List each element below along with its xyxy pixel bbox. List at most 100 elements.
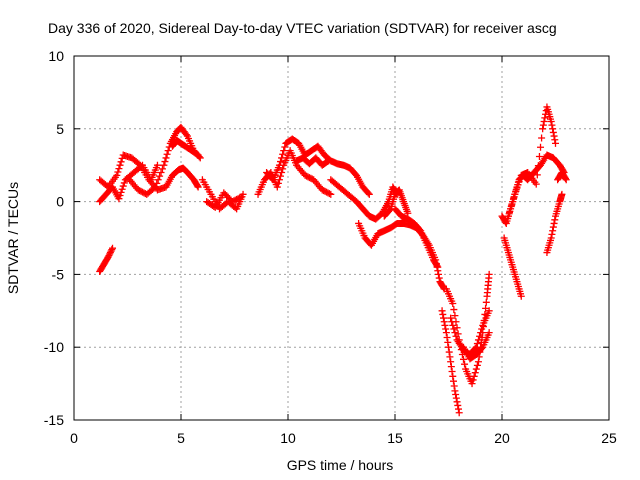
- data-point: [153, 179, 161, 187]
- data-point: [275, 176, 283, 184]
- data-point: [453, 398, 461, 406]
- data-point: [558, 190, 566, 198]
- data-point: [468, 380, 476, 388]
- data-point: [325, 190, 333, 198]
- data-point: [515, 178, 523, 186]
- data-point: [455, 409, 463, 417]
- data-point: [135, 160, 143, 168]
- x-tick-label: 5: [177, 430, 185, 446]
- data-point: [485, 307, 493, 315]
- data-point: [281, 143, 289, 151]
- data-point: [116, 192, 124, 200]
- data-point: [478, 344, 486, 352]
- data-point: [435, 274, 443, 282]
- data-point: [438, 307, 446, 315]
- data-point: [537, 143, 545, 151]
- data-point: [324, 158, 332, 166]
- data-point: [510, 194, 518, 202]
- series-d2: [442, 270, 493, 388]
- data-point: [538, 134, 546, 142]
- data-point: [509, 198, 517, 206]
- data-point: [273, 183, 281, 191]
- series-e2: [500, 234, 525, 300]
- data-point: [445, 343, 452, 351]
- x-tick-label: 15: [387, 430, 403, 446]
- data-point: [485, 270, 493, 278]
- data-point: [450, 325, 458, 333]
- series-a1: [96, 244, 117, 275]
- x-tick-label: 20: [494, 430, 510, 446]
- data-point: [511, 190, 519, 198]
- data-point: [474, 358, 482, 366]
- data-point: [562, 176, 570, 184]
- data-point: [547, 118, 555, 126]
- chart-title: Day 336 of 2020, Sidereal Day-to-day VTE…: [48, 20, 557, 36]
- data-point: [116, 161, 124, 169]
- data-point: [473, 361, 481, 369]
- data-point: [442, 325, 450, 333]
- data-point: [453, 324, 461, 332]
- data-point: [109, 244, 117, 252]
- data-point: [161, 158, 169, 166]
- data-point: [194, 151, 202, 159]
- data-point: [451, 329, 459, 337]
- data-point: [449, 321, 457, 329]
- series-c1: [355, 219, 448, 293]
- data-point: [237, 193, 245, 201]
- data-point: [442, 329, 450, 337]
- data-point: [551, 216, 559, 224]
- data-point: [552, 139, 559, 147]
- data-point: [452, 332, 460, 340]
- data-point: [471, 344, 479, 352]
- data-point: [476, 332, 484, 340]
- data-point: [154, 176, 162, 184]
- series-d1: [438, 307, 463, 417]
- data-point: [514, 181, 522, 189]
- data-point: [539, 121, 547, 129]
- data-point: [507, 205, 515, 213]
- series-b1: [254, 147, 335, 198]
- data-point: [551, 136, 559, 144]
- data-point: [549, 223, 557, 231]
- data-point: [182, 131, 190, 139]
- data-point: [440, 314, 448, 322]
- data-point: [439, 310, 447, 318]
- data-point: [156, 172, 164, 180]
- data-point: [516, 175, 524, 183]
- data-point: [535, 152, 543, 160]
- data-point: [448, 318, 456, 326]
- x-tick-label: 0: [70, 430, 78, 446]
- data-point: [470, 372, 478, 380]
- data-point: [513, 184, 521, 192]
- data-point: [365, 190, 373, 198]
- data-point: [441, 321, 449, 329]
- data-point: [435, 270, 443, 278]
- data-point: [469, 376, 477, 384]
- data-point: [452, 394, 460, 402]
- data-point: [517, 292, 525, 300]
- x-tick-label: 10: [280, 430, 296, 446]
- data-point: [278, 154, 286, 162]
- data-point: [120, 179, 128, 187]
- data-point: [547, 234, 555, 242]
- data-point: [433, 262, 441, 270]
- series-a4: [126, 123, 204, 198]
- series-b3: [293, 154, 333, 169]
- data-point: [160, 161, 168, 169]
- data-point: [549, 125, 557, 133]
- data-point: [485, 329, 493, 337]
- data-point: [165, 143, 173, 151]
- data-point: [114, 168, 122, 176]
- y-tick-label: -10: [44, 339, 64, 355]
- data-point: [449, 300, 457, 308]
- data-point: [504, 212, 512, 220]
- data-point: [115, 195, 123, 203]
- data-point: [164, 147, 172, 155]
- data-point: [440, 318, 448, 326]
- data-point: [325, 157, 333, 165]
- data-point: [279, 165, 287, 173]
- series-b2: [263, 135, 373, 198]
- series-c2: [380, 186, 412, 220]
- data-point: [478, 325, 486, 333]
